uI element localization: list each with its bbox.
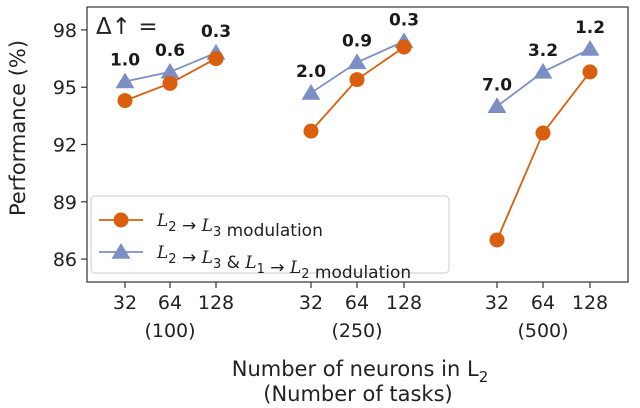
legend-math-subscript: 2 bbox=[168, 252, 176, 267]
data-point-both bbox=[347, 53, 367, 70]
legend-math-subscript: 3 bbox=[213, 257, 221, 272]
x-tick-label: 64 bbox=[345, 292, 369, 314]
x-tick-label: 128 bbox=[198, 292, 234, 314]
legend-math-part: L bbox=[201, 216, 213, 236]
data-point-l2l3 bbox=[396, 39, 412, 55]
x-tick-label: 32 bbox=[299, 292, 323, 314]
data-point-both bbox=[487, 97, 507, 114]
y-tick-label: 92 bbox=[53, 135, 77, 157]
data-point-l2l3 bbox=[349, 72, 365, 88]
data-point-l2l3 bbox=[489, 232, 505, 248]
legend-math-part: L bbox=[156, 211, 168, 231]
legend-math-part: L bbox=[289, 258, 301, 278]
data-point-both bbox=[115, 72, 135, 89]
data-point-l2l3 bbox=[303, 123, 319, 139]
delta-label: 1.0 bbox=[110, 50, 140, 70]
y-axis-title: Performance (%) bbox=[6, 40, 30, 216]
x-axis-title: Number of neurons in L2 bbox=[232, 357, 489, 386]
legend-math-part: L bbox=[201, 248, 213, 268]
data-point-l2l3 bbox=[582, 64, 598, 80]
delta-label: 7.0 bbox=[482, 75, 512, 95]
x-tick-label: 32 bbox=[113, 292, 137, 314]
delta-label: 0.6 bbox=[155, 41, 185, 61]
legend-math-part: L bbox=[156, 243, 168, 263]
y-tick-label: 95 bbox=[53, 77, 77, 99]
legend-math-subscript: 2 bbox=[168, 220, 176, 235]
delta-label: 2.0 bbox=[296, 62, 326, 82]
delta-label: 3.2 bbox=[528, 41, 558, 61]
legend-math-part: → bbox=[177, 216, 202, 236]
x-axis-title-text: Number of neurons in L bbox=[232, 357, 479, 381]
data-point-both bbox=[160, 62, 180, 79]
legend-box bbox=[90, 195, 450, 274]
y-tick-label: 98 bbox=[53, 20, 77, 42]
legend-math-part: → bbox=[177, 248, 202, 268]
legend-marker-triangle bbox=[111, 243, 131, 259]
data-point-l2l3 bbox=[208, 51, 224, 67]
x-axis-subtitle: (Number of tasks) bbox=[263, 382, 452, 406]
x-tick-label: 128 bbox=[572, 292, 608, 314]
legend-label-both: L2 → L3 & L1 → L2 modulation bbox=[156, 243, 411, 283]
legend-suffix: modulation bbox=[221, 221, 323, 241]
data-point-l2l3 bbox=[162, 75, 178, 91]
legend-marker-circle bbox=[113, 212, 129, 228]
legend-math-part: → bbox=[265, 258, 290, 278]
legend-math-part: & bbox=[221, 253, 245, 273]
legend-math-subscript: 1 bbox=[257, 262, 265, 277]
delta-label: 0.3 bbox=[201, 22, 231, 42]
data-point-both bbox=[580, 40, 600, 56]
legend-suffix: modulation bbox=[310, 263, 412, 283]
data-point-both bbox=[533, 62, 553, 79]
x-tick-label: 32 bbox=[485, 292, 509, 314]
delta-label: 0.9 bbox=[342, 31, 372, 51]
x-tick-label: 64 bbox=[158, 292, 182, 314]
legend-math-subscript: 3 bbox=[213, 225, 221, 240]
x-axis-title-subscript: 2 bbox=[479, 368, 489, 386]
legend-math-part: L bbox=[244, 253, 256, 273]
legend-label-l2l3: L2 → L3 modulation bbox=[156, 211, 323, 241]
delta-label: 1.2 bbox=[575, 18, 605, 38]
data-point-both bbox=[301, 83, 321, 100]
group-label: (500) bbox=[517, 320, 568, 342]
series-line-l2l3 bbox=[496, 71, 591, 241]
legend-math-subscript: 2 bbox=[301, 267, 309, 282]
group-label: (100) bbox=[144, 320, 195, 342]
x-tick-label: 128 bbox=[386, 292, 422, 314]
y-tick-label: 89 bbox=[53, 192, 77, 214]
y-tick-label: 86 bbox=[53, 249, 77, 271]
delta-label: 0.3 bbox=[389, 10, 419, 30]
group-label: (250) bbox=[331, 320, 382, 342]
data-point-l2l3 bbox=[117, 93, 133, 109]
delta-annotation: Δ↑ = bbox=[96, 14, 158, 40]
data-point-l2l3 bbox=[535, 125, 551, 141]
x-tick-label: 64 bbox=[531, 292, 555, 314]
